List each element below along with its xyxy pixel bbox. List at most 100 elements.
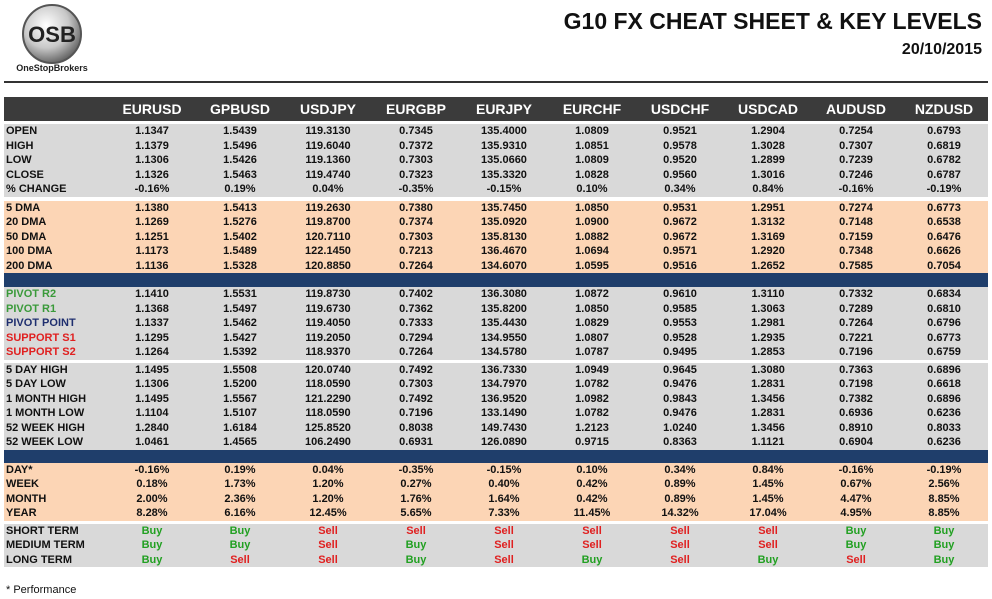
cell: 0.6759 <box>927 346 961 358</box>
cell: 1.2981 <box>751 317 785 329</box>
cell: 119.3130 <box>305 125 351 137</box>
cell: -0.16% <box>134 183 170 195</box>
cell: 2.00% <box>136 492 168 505</box>
cell: 1.5426 <box>223 154 257 166</box>
row-label: SHORT TERM <box>6 524 79 537</box>
cell: 1.0872 <box>575 288 609 300</box>
cell: 1.6184 <box>223 421 257 434</box>
cell: 119.1360 <box>305 154 351 166</box>
cell: 0.9520 <box>663 154 697 166</box>
cell: 1.0949 <box>575 363 609 376</box>
column-header: NZDUSD <box>914 101 974 117</box>
cell: 7.33% <box>488 507 520 519</box>
cell: 0.7303 <box>399 378 433 390</box>
cell: 1.5508 <box>223 363 257 376</box>
cell: 1.0782 <box>575 378 609 390</box>
row-label: 5 DMA <box>6 201 41 214</box>
cell: 1.2904 <box>751 125 785 137</box>
cell: 0.9553 <box>663 317 697 329</box>
cell: 1.0851 <box>575 139 609 152</box>
cell: 0.84% <box>752 463 784 476</box>
cell: 0.7332 <box>839 288 873 300</box>
cell: 1.2853 <box>751 346 785 358</box>
cell: 0.04% <box>312 183 344 195</box>
cell: 4.95% <box>840 507 872 519</box>
cell: 0.8363 <box>663 436 697 448</box>
logo-caption: OneStopBrokers <box>16 63 88 73</box>
column-header: EURCHF <box>562 101 622 117</box>
cell: 1.5462 <box>223 317 257 329</box>
cell: 1.1136 <box>135 259 169 272</box>
cell: 1.4565 <box>223 436 257 448</box>
cell: 0.42% <box>576 492 608 505</box>
row-label: HIGH <box>6 139 34 152</box>
cell: 135.4430 <box>481 317 527 329</box>
cell: Sell <box>670 524 690 537</box>
cell: 0.89% <box>664 478 696 490</box>
cell: 0.9521 <box>663 125 697 137</box>
cell: 0.9516 <box>663 259 697 272</box>
cell: 1.5439 <box>223 125 257 137</box>
cell: 8.28% <box>136 507 168 519</box>
cell: 0.7585 <box>839 259 873 272</box>
cell: Buy <box>229 539 251 551</box>
cell: 0.7198 <box>839 378 873 390</box>
cell: 1.1495 <box>135 392 169 405</box>
row-label: YEAR <box>6 507 37 519</box>
row-label: SUPPORT S2 <box>6 346 76 358</box>
cell: -0.19% <box>926 463 962 476</box>
cell: 1.5413 <box>223 201 257 214</box>
cell: 1.5328 <box>223 259 257 272</box>
cell: 0.9571 <box>663 245 697 257</box>
cell: 1.3456 <box>751 392 785 405</box>
cell: 1.3169 <box>751 230 785 243</box>
cell: Sell <box>318 524 338 537</box>
cell: 0.6936 <box>839 407 873 419</box>
cell: 120.8850 <box>305 259 351 272</box>
cell: 119.6730 <box>305 302 351 315</box>
cell: 1.0694 <box>575 245 609 257</box>
section <box>4 124 988 197</box>
cell: 135.7450 <box>481 201 527 214</box>
separator-bar <box>4 273 988 287</box>
cell: 0.7221 <box>839 331 873 344</box>
cell: Sell <box>582 524 602 537</box>
cell: 1.2935 <box>751 331 785 344</box>
cell: 1.5427 <box>223 331 257 344</box>
cell: 1.1410 <box>135 288 169 300</box>
cell: 1.1264 <box>135 346 169 358</box>
cell: -0.15% <box>486 463 522 476</box>
cell: 1.0850 <box>575 302 609 315</box>
cell: 126.0890 <box>481 436 527 448</box>
cell: 2.36% <box>224 492 256 505</box>
cell: 0.6787 <box>927 168 961 181</box>
section <box>4 362 988 450</box>
cell: 133.1490 <box>481 407 527 419</box>
cell: Buy <box>141 553 163 566</box>
cell: 1.1347 <box>135 125 169 137</box>
cell: Sell <box>406 524 426 537</box>
cell: 1.5200 <box>223 378 257 390</box>
cell: 0.7264 <box>399 346 433 358</box>
cell: 2.56% <box>928 478 960 490</box>
cell: 135.4000 <box>481 125 527 137</box>
cell: Sell <box>582 539 602 551</box>
cell: Buy <box>933 539 955 551</box>
cell: 0.9610 <box>663 288 697 300</box>
cell: 0.7303 <box>399 230 433 243</box>
row-label: MEDIUM TERM <box>6 539 85 551</box>
cell: 1.0782 <box>575 407 609 419</box>
cell: Buy <box>845 539 867 551</box>
cell: 0.7303 <box>399 154 433 166</box>
cell: 1.0240 <box>663 421 697 434</box>
cell: 11.45% <box>573 507 611 519</box>
cell: 119.6040 <box>305 139 351 152</box>
cell: 1.3080 <box>751 363 785 376</box>
column-header: USDCHF <box>650 101 710 117</box>
cell: 1.5402 <box>223 230 257 243</box>
cell: 1.3016 <box>751 168 785 181</box>
row-label: 5 DAY HIGH <box>6 363 68 376</box>
cell: 1.20% <box>312 492 344 505</box>
cell: 1.5463 <box>223 168 257 181</box>
